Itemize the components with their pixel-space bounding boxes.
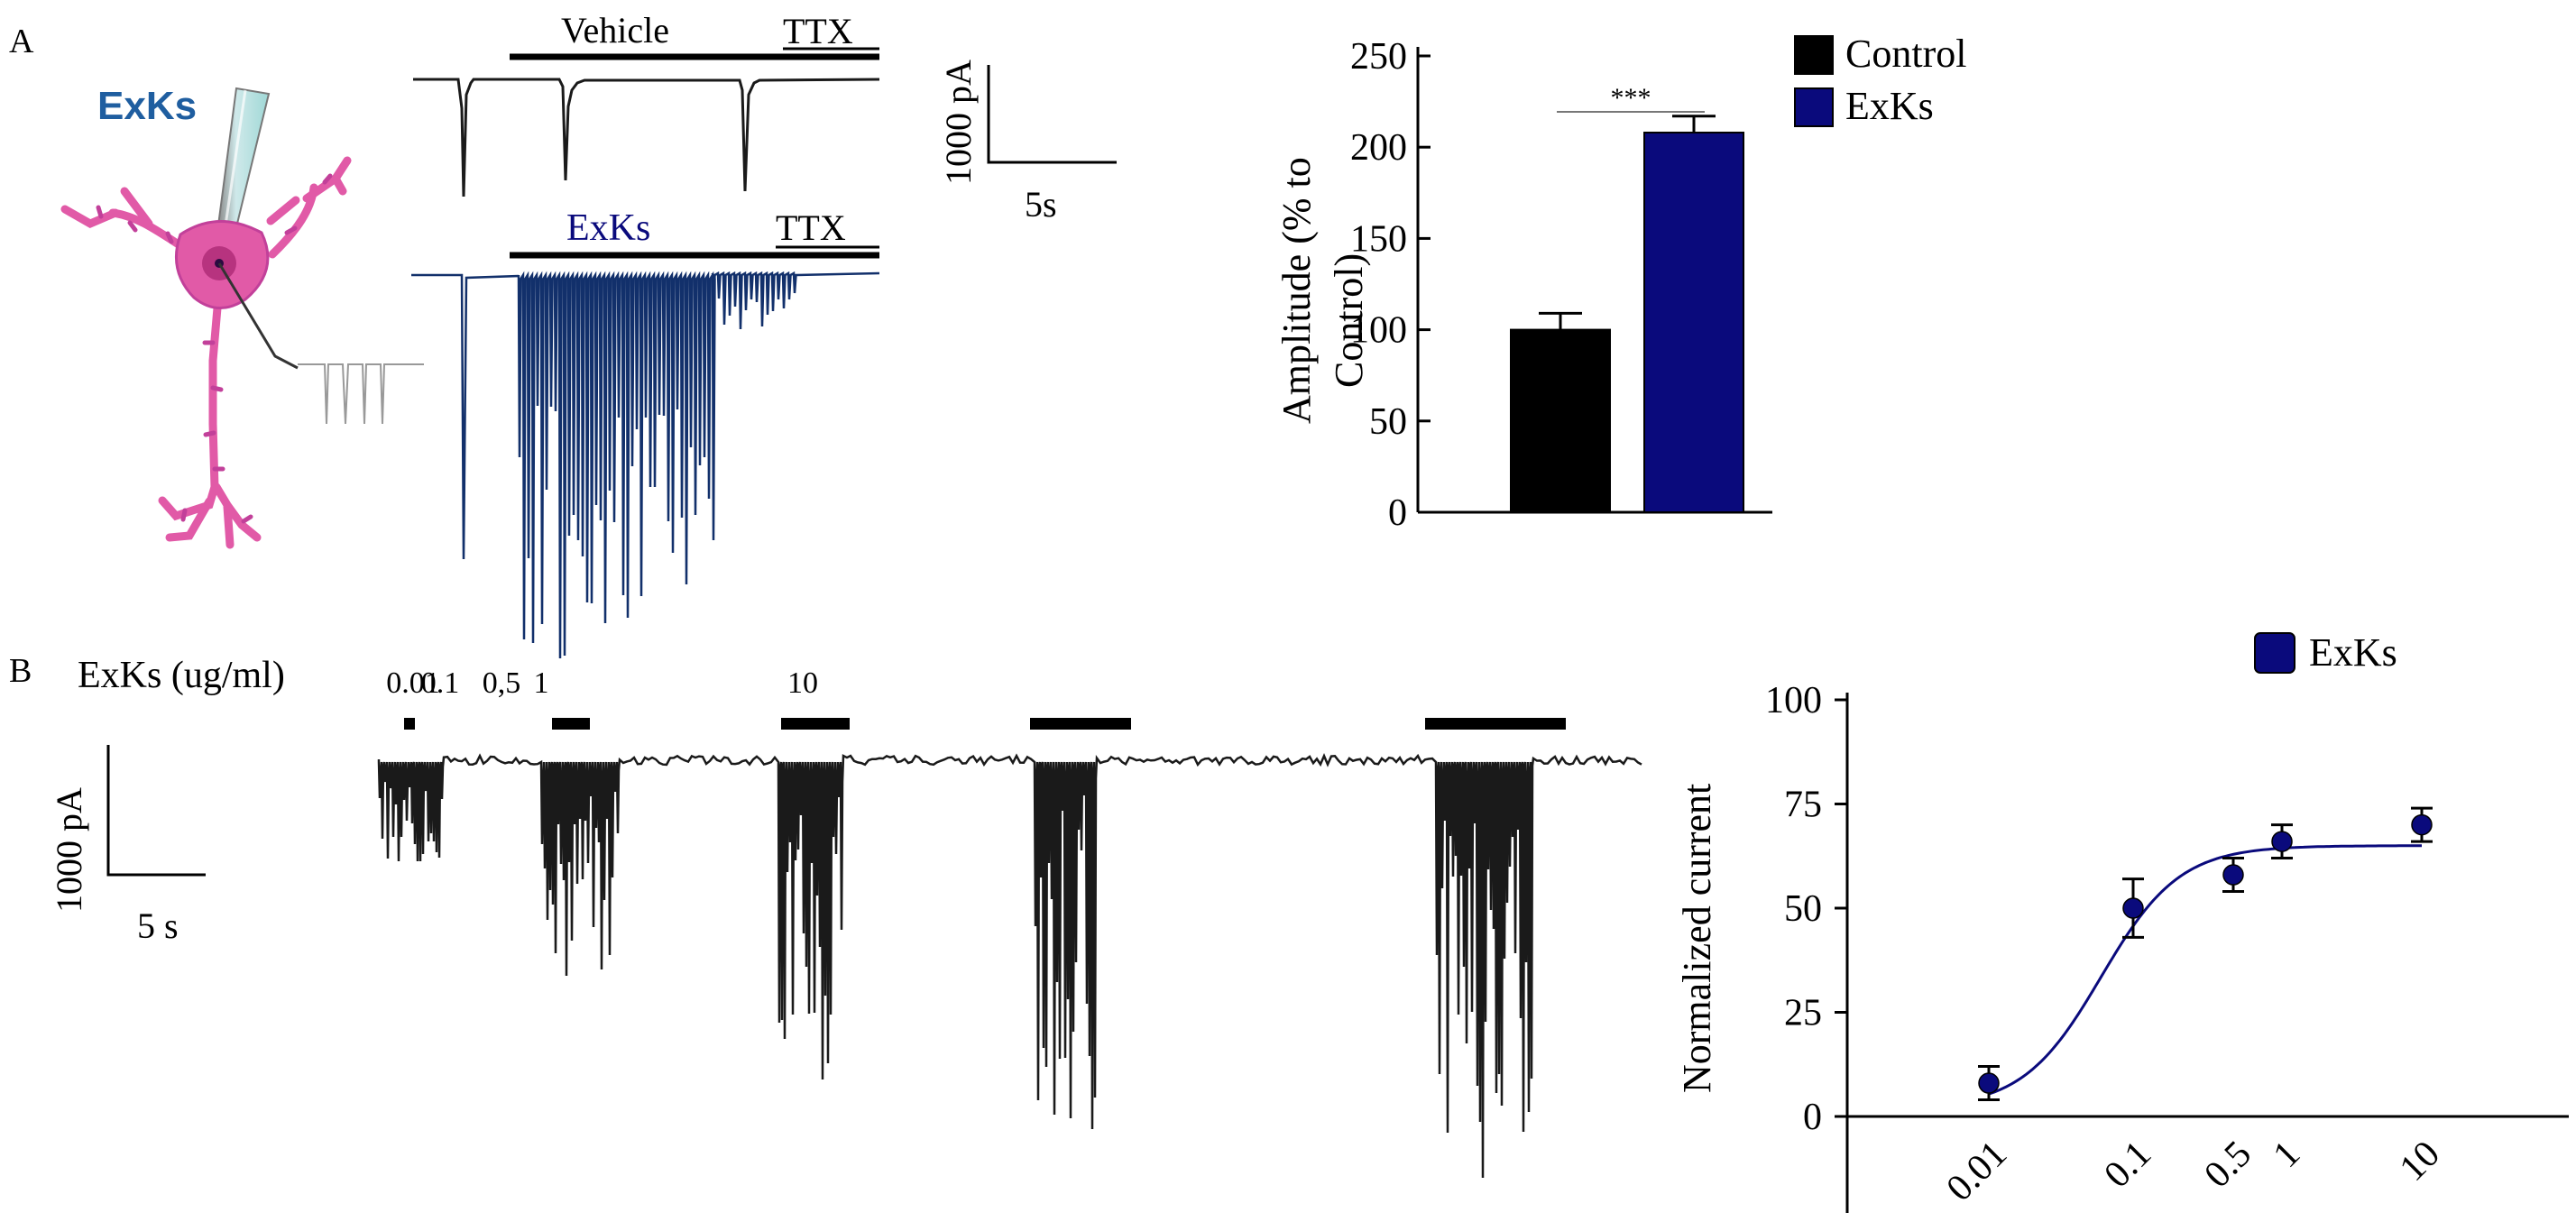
exks-trace-label: ExKs — [566, 207, 650, 249]
neuron-spines — [96, 173, 333, 524]
dose-chart-y-tick-label: 50 — [1784, 888, 1822, 930]
application-bar — [1425, 718, 1566, 730]
dose-chart-ylabel: Normalized current — [1675, 784, 1719, 1093]
legend-swatch-exks — [2254, 632, 2295, 674]
legend-label-exks: ExKs — [2309, 630, 2397, 675]
application-bar — [781, 718, 850, 730]
concentration-title: ExKs (ug/ml) — [78, 655, 285, 696]
bar-chart-legend: Control ExKs — [1794, 32, 1966, 128]
application-label: 1 — [534, 666, 549, 700]
vehicle-trace-group: Vehicle TTX — [413, 10, 880, 198]
dose-chart-x-tick-label: 1 — [2266, 1134, 2308, 1176]
scalebar-b-current: 1000 pA — [49, 787, 89, 913]
exks-ttx-label: TTX — [776, 207, 846, 248]
bar-chart-y-tick-label: 50 — [1369, 401, 1407, 443]
bar-chart-ylabel-line1: Amplitude (% to — [1274, 157, 1319, 424]
mini-trace-icon — [298, 363, 424, 425]
dose-series-current-trace — [377, 753, 1642, 1179]
dose-point — [2411, 813, 2433, 836]
dose-chart-y-tick-label: 0 — [1803, 1097, 1822, 1138]
exks-trace-group: ExKs TTX — [411, 207, 880, 659]
panel-a-label: A — [9, 23, 34, 60]
dose-fit-curve — [1988, 844, 2422, 1096]
application-label: 0.1 — [421, 666, 460, 700]
panel-b-label: B — [9, 652, 32, 690]
exks-current-trace — [411, 271, 880, 659]
application-label: 0.01 — [386, 666, 440, 700]
scalebar-a-time: 5s — [1025, 184, 1057, 225]
application-label: 0,5 — [483, 666, 521, 700]
dose-chart-y-tick-label: 25 — [1784, 993, 1822, 1034]
neuron-label: ExKs — [97, 84, 197, 128]
dose-chart-x-tick-label: 0.5 — [2196, 1134, 2259, 1197]
bar-chart-y-tick-label: 250 — [1350, 36, 1407, 78]
dose-point — [2122, 897, 2144, 919]
application-bar — [1030, 718, 1131, 730]
pipette-icon — [216, 87, 271, 229]
bar-chart-y-tick-label: 100 — [1350, 310, 1407, 352]
bar-chart-y-tick-label: 200 — [1350, 127, 1407, 169]
legend-label-control: Control — [1845, 32, 1966, 76]
legend-swatch-control — [1794, 35, 1834, 75]
dose-point — [1978, 1072, 2000, 1094]
dose-chart-legend: ExKs — [2254, 630, 2397, 675]
neuron-dendrites — [60, 156, 352, 549]
bar-chart-ylabel-line2: Control) — [1327, 253, 1371, 388]
scalebar-a-current: 1000 pA — [938, 60, 979, 185]
application-bar — [404, 718, 415, 730]
vehicle-label: Vehicle — [561, 10, 669, 51]
dose-chart-x-tick-label: 10 — [2392, 1134, 2448, 1190]
dose-chart-y-tick-label: 100 — [1765, 680, 1822, 721]
bar-control — [1510, 328, 1611, 513]
bar-chart-y-tick-label: 150 — [1350, 218, 1407, 260]
significance-label: *** — [1611, 83, 1651, 113]
neuron-illustration: ExKs — [60, 84, 424, 549]
scalebar-b-time: 5 s — [137, 905, 179, 946]
concentration-applications: 0.010.1 0,5 1 10 — [386, 666, 1566, 730]
bar-exks — [1643, 132, 1744, 513]
dose-chart-y-tick-label: 75 — [1784, 785, 1822, 826]
bar-chart-y-tick-label: 0 — [1388, 492, 1407, 534]
scalebar-a: 1000 pA 5s — [938, 60, 1117, 225]
application-label: 10 — [787, 666, 818, 700]
legend-label-exks: ExKs — [1845, 84, 1934, 128]
dose-point — [2222, 864, 2244, 886]
application-bar — [552, 718, 590, 730]
vehicle-ttx-label: TTX — [783, 11, 853, 51]
amplitude-bar-chart: Amplitude (% to Control) 0 50 100 150 200 250… — [1274, 32, 1966, 534]
dose-point — [2271, 831, 2293, 852]
vehicle-current-trace — [413, 78, 880, 198]
legend-swatch-exks — [1794, 87, 1834, 127]
dose-chart-x-tick-label: 0.1 — [2096, 1134, 2159, 1197]
dose-chart-x-tick-label: 0.01 — [1939, 1134, 2015, 1209]
scalebar-b: 1000 pA 5 s — [49, 745, 206, 946]
